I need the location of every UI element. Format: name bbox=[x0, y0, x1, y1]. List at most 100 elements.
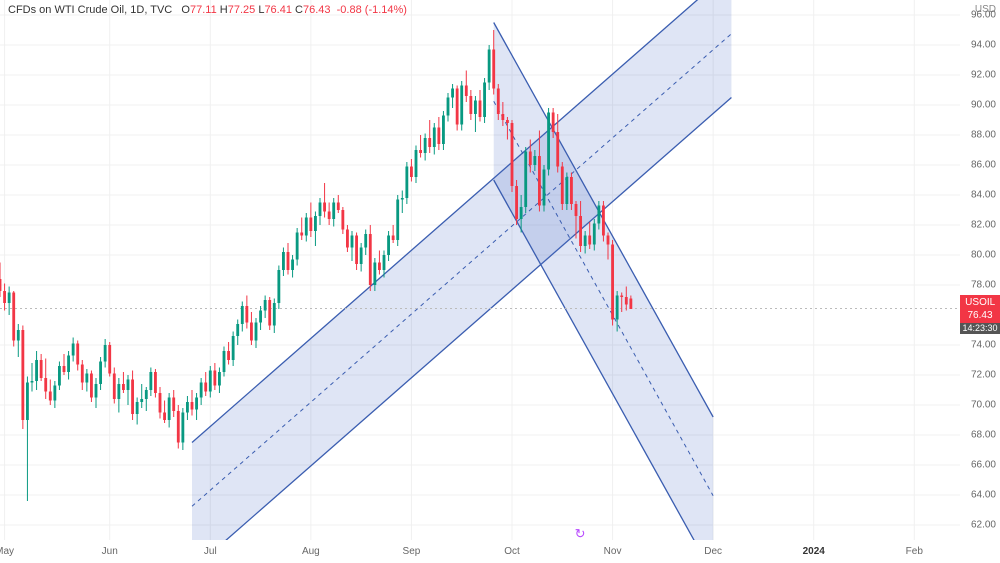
candle-body[interactable] bbox=[465, 86, 468, 97]
candle-body[interactable] bbox=[584, 236, 587, 247]
candle-body[interactable] bbox=[195, 398, 198, 410]
candle-body[interactable] bbox=[287, 252, 290, 270]
candle-body[interactable] bbox=[547, 113, 550, 170]
candle-body[interactable] bbox=[177, 411, 180, 443]
candle-body[interactable] bbox=[387, 236, 390, 256]
candle-body[interactable] bbox=[127, 380, 130, 391]
candle-body[interactable] bbox=[305, 218, 308, 236]
candle-body[interactable] bbox=[31, 381, 34, 383]
price-axis[interactable]: USD 62.0064.0066.0068.0070.0072.0074.007… bbox=[960, 0, 1000, 540]
candle-body[interactable] bbox=[259, 311, 262, 323]
candle-body[interactable] bbox=[95, 384, 98, 398]
candle-body[interactable] bbox=[442, 116, 445, 145]
candle-body[interactable] bbox=[575, 204, 578, 216]
candle-body[interactable] bbox=[35, 360, 38, 381]
candle-body[interactable] bbox=[565, 177, 568, 204]
candle-body[interactable] bbox=[314, 216, 317, 231]
candle-body[interactable] bbox=[611, 245, 614, 320]
candle-body[interactable] bbox=[355, 236, 358, 265]
candle-body[interactable] bbox=[378, 263, 381, 271]
candle-body[interactable] bbox=[296, 233, 299, 260]
candle-body[interactable] bbox=[451, 89, 454, 98]
candle-body[interactable] bbox=[172, 398, 175, 412]
candle-body[interactable] bbox=[268, 300, 271, 326]
candle-body[interactable] bbox=[588, 236, 591, 245]
candle-body[interactable] bbox=[223, 351, 226, 372]
candle-body[interactable] bbox=[122, 384, 125, 390]
candle-body[interactable] bbox=[149, 372, 152, 390]
candle-body[interactable] bbox=[607, 236, 610, 245]
candle-body[interactable] bbox=[309, 218, 312, 232]
candle-body[interactable] bbox=[424, 138, 427, 153]
candle-body[interactable] bbox=[140, 399, 143, 402]
candle-body[interactable] bbox=[341, 210, 344, 230]
candle-body[interactable] bbox=[40, 360, 43, 378]
candle-body[interactable] bbox=[90, 374, 93, 398]
candle-body[interactable] bbox=[218, 372, 221, 386]
candle-body[interactable] bbox=[447, 98, 450, 116]
candle-body[interactable] bbox=[282, 252, 285, 270]
candle-body[interactable] bbox=[154, 372, 157, 393]
candle-body[interactable] bbox=[392, 236, 395, 241]
candle-body[interactable] bbox=[469, 96, 472, 114]
candle-body[interactable] bbox=[81, 365, 84, 383]
candle-body[interactable] bbox=[492, 50, 495, 89]
candle-body[interactable] bbox=[8, 293, 11, 304]
candle-body[interactable] bbox=[497, 89, 500, 115]
candle-body[interactable] bbox=[26, 383, 29, 421]
candle-body[interactable] bbox=[396, 200, 399, 241]
candle-body[interactable] bbox=[543, 170, 546, 206]
candle-body[interactable] bbox=[12, 293, 15, 341]
candle-body[interactable] bbox=[213, 371, 216, 386]
candle-body[interactable] bbox=[232, 336, 235, 360]
symbol-description[interactable]: CFDs on WTI Crude Oil bbox=[8, 4, 124, 16]
candle-body[interactable] bbox=[67, 356, 70, 373]
candle-body[interactable] bbox=[593, 224, 596, 245]
candle-body[interactable] bbox=[3, 291, 6, 303]
candle-body[interactable] bbox=[17, 330, 20, 341]
candle-body[interactable] bbox=[419, 150, 422, 153]
candle-body[interactable] bbox=[529, 152, 532, 166]
candle-body[interactable] bbox=[401, 198, 404, 200]
candle-body[interactable] bbox=[383, 255, 386, 270]
candle-body[interactable] bbox=[204, 383, 207, 392]
candle-body[interactable] bbox=[437, 128, 440, 145]
candle-body[interactable] bbox=[241, 306, 244, 324]
candle-body[interactable] bbox=[625, 297, 628, 305]
candle-body[interactable] bbox=[250, 323, 253, 341]
candle-body[interactable] bbox=[346, 230, 349, 248]
candle-body[interactable] bbox=[369, 234, 372, 285]
candle-body[interactable] bbox=[474, 101, 477, 115]
candle-body[interactable] bbox=[99, 362, 102, 385]
candle-body[interactable] bbox=[620, 296, 623, 298]
candle-body[interactable] bbox=[163, 413, 166, 421]
candle-body[interactable] bbox=[227, 351, 230, 360]
candle-body[interactable] bbox=[629, 299, 632, 310]
candle-body[interactable] bbox=[191, 402, 194, 410]
candle-body[interactable] bbox=[136, 402, 139, 414]
candle-body[interactable] bbox=[602, 206, 605, 236]
candle-body[interactable] bbox=[332, 203, 335, 220]
candle-body[interactable] bbox=[49, 392, 52, 401]
candle-body[interactable] bbox=[145, 390, 148, 399]
candle-body[interactable] bbox=[328, 212, 331, 220]
candle-body[interactable] bbox=[483, 83, 486, 118]
candle-body[interactable] bbox=[515, 186, 518, 219]
candle-body[interactable] bbox=[85, 374, 88, 383]
candle-body[interactable] bbox=[538, 156, 541, 206]
candle-body[interactable] bbox=[44, 378, 47, 392]
candle-body[interactable] bbox=[131, 380, 134, 415]
candle-body[interactable] bbox=[597, 206, 600, 224]
candle-body[interactable] bbox=[291, 260, 294, 271]
candle-body[interactable] bbox=[319, 203, 322, 217]
candle-body[interactable] bbox=[511, 123, 514, 186]
candle-body[interactable] bbox=[556, 132, 559, 167]
candle-body[interactable] bbox=[273, 303, 276, 326]
candle-body[interactable] bbox=[323, 203, 326, 212]
candle-body[interactable] bbox=[373, 263, 376, 286]
candle-body[interactable] bbox=[410, 167, 413, 178]
candle-body[interactable] bbox=[616, 296, 619, 320]
candle-body[interactable] bbox=[63, 366, 66, 372]
candle-body[interactable] bbox=[479, 101, 482, 118]
candle-body[interactable] bbox=[415, 150, 418, 177]
